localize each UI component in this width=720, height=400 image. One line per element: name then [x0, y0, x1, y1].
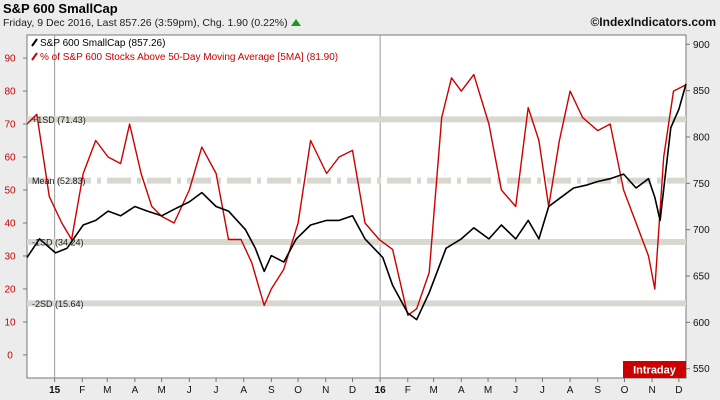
right-tick-label: 600: [693, 318, 710, 329]
left-tick-label: 30: [4, 251, 16, 262]
x-tick-label: S: [268, 385, 275, 396]
quote-subtitle: Friday, 9 Dec 2016, Last 857.26 (3:59pm)…: [3, 17, 301, 29]
right-tick-label: 650: [693, 272, 710, 283]
left-tick-label: 90: [4, 54, 16, 65]
x-tick-label: M: [103, 385, 111, 396]
reference-label: +1SD (71.43): [32, 115, 86, 125]
up-arrow-icon: [290, 19, 301, 26]
plot-area: [26, 34, 687, 379]
x-tick-label: M: [484, 385, 492, 396]
left-tick-label: 20: [4, 284, 16, 295]
right-tick-label: 550: [693, 364, 710, 375]
x-tick-label: 16: [375, 385, 387, 396]
intraday-label: Intraday: [633, 365, 677, 377]
x-tick-label: D: [675, 385, 682, 396]
x-tick-label: J: [187, 385, 192, 396]
right-tick-label: 750: [693, 179, 710, 190]
left-tick-label: 80: [4, 87, 16, 98]
x-tick-label: A: [567, 385, 574, 396]
x-tick-label: N: [648, 385, 655, 396]
quote-text: Friday, 9 Dec 2016, Last 857.26 (3:59pm)…: [3, 17, 288, 29]
right-tick-label: 900: [693, 40, 710, 51]
x-tick-label: O: [621, 385, 629, 396]
x-tick-label: O: [294, 385, 302, 396]
x-tick-label: J: [513, 385, 518, 396]
x-tick-label: J: [540, 385, 545, 396]
legend-entry: % of S&P 600 Stocks Above 50-Day Moving …: [40, 52, 338, 63]
chart-title: S&P 600 SmallCap: [3, 1, 118, 16]
x-tick-label: A: [132, 385, 139, 396]
series-line: [26, 83, 687, 321]
reference-label: Mean (52.83): [32, 176, 86, 186]
intraday-badge: [623, 361, 686, 378]
x-tick-label: A: [240, 385, 247, 396]
right-tick-label: 700: [693, 225, 710, 236]
legend-entry: S&P 600 SmallCap (857.26): [40, 38, 165, 49]
left-tick-label: 60: [4, 153, 16, 164]
left-tick-label: 50: [4, 186, 16, 197]
x-tick-label: D: [349, 385, 356, 396]
x-tick-label: M: [429, 385, 437, 396]
left-tick-label: 0: [7, 350, 13, 361]
reference-label: -1SD (34.24): [32, 237, 84, 247]
x-tick-label: M: [157, 385, 165, 396]
reference-label: -2SD (15.64): [32, 299, 84, 309]
x-tick-label: A: [458, 385, 465, 396]
x-tick-label: F: [79, 385, 85, 396]
copyright: ©IndexIndicators.com: [590, 15, 716, 29]
series-line: [26, 73, 687, 316]
right-tick-label: 800: [693, 132, 710, 143]
left-tick-label: 10: [4, 317, 16, 328]
left-tick-label: 70: [4, 120, 16, 131]
right-tick-label: 850: [693, 86, 710, 97]
legend-swatch: [31, 38, 38, 47]
x-tick-label: S: [594, 385, 601, 396]
left-tick-label: 40: [4, 218, 16, 229]
x-tick-label: 15: [49, 385, 61, 396]
x-tick-label: F: [405, 385, 411, 396]
x-tick-label: N: [322, 385, 329, 396]
legend-swatch: [31, 52, 38, 61]
x-tick-label: J: [214, 385, 219, 396]
